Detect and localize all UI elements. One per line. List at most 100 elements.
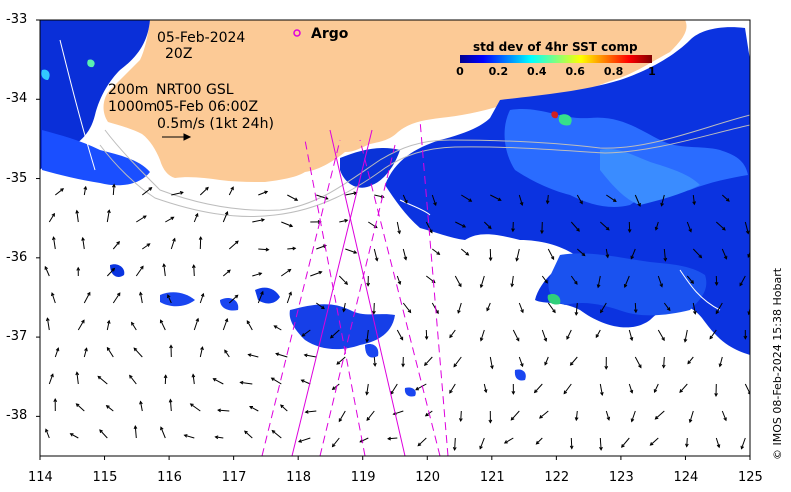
current-arrow-head — [510, 283, 515, 288]
current-arrow — [575, 302, 578, 315]
current-arrow — [449, 383, 456, 394]
x-tick-label: 123 — [608, 470, 634, 485]
current-arrow-head — [60, 188, 65, 192]
current-arrow-head — [465, 252, 470, 256]
current-arrow — [516, 248, 520, 261]
current-arrow — [142, 243, 150, 250]
y-tick-label: -37 — [6, 329, 28, 345]
current-arrow — [715, 302, 723, 314]
current-arrow-head — [479, 284, 484, 289]
current-arrow-head — [544, 279, 548, 284]
current-arrow — [563, 383, 572, 394]
current-arrow-head — [535, 440, 540, 445]
current-arrow — [388, 437, 398, 440]
current-arrow — [461, 194, 472, 202]
current-arrow-head — [163, 374, 168, 379]
current-arrow — [249, 406, 259, 412]
current-arrow-head — [75, 209, 79, 214]
x-tick-label: 125 — [738, 470, 763, 485]
map-hour: 20Z — [165, 46, 193, 62]
current-arrow — [228, 240, 239, 250]
current-arrow-head — [663, 257, 668, 262]
colorbar-tick-label: 0 — [456, 65, 464, 78]
current-arrow — [741, 437, 746, 449]
current-arrow-head — [264, 190, 269, 195]
current-arrow — [280, 404, 288, 412]
current-arrow — [634, 194, 641, 207]
current-arrow — [53, 237, 56, 250]
current-arrow-head — [468, 198, 473, 202]
current-arrow-head — [533, 389, 538, 394]
current-arrow — [193, 265, 195, 277]
current-arrow-head — [747, 392, 750, 395]
current-arrow — [76, 403, 85, 412]
current-arrow — [222, 211, 228, 223]
current-arrow — [97, 376, 108, 385]
current-arrow-head — [205, 186, 209, 191]
current-arrow — [70, 433, 79, 439]
current-arrow-head — [510, 416, 515, 421]
current-arrow-head — [574, 311, 579, 316]
current-arrow — [252, 219, 265, 223]
current-arrow-head — [483, 389, 488, 394]
current-arrow-head — [301, 333, 306, 337]
current-arrow — [402, 302, 411, 313]
current-arrow — [83, 348, 88, 358]
current-arrow — [316, 302, 325, 310]
current-vectors — [44, 183, 758, 452]
current-arrow-head — [280, 404, 284, 409]
current-arrow-head — [550, 256, 555, 261]
current-arrow — [373, 302, 375, 314]
current-arrow-head — [300, 379, 305, 383]
current-arrow-head — [75, 403, 80, 407]
current-arrow-head — [661, 364, 666, 369]
current-arrow-head — [755, 201, 758, 204]
current-arrow — [454, 437, 456, 451]
current-arrow-head — [53, 398, 58, 403]
current-arrow-head — [133, 425, 138, 430]
current-arrow — [83, 186, 87, 196]
sst-stddev-patches — [40, 20, 750, 397]
current-arrow-head — [338, 418, 343, 423]
current-arrow — [518, 356, 524, 367]
current-arrow-head — [318, 270, 323, 275]
current-arrow — [455, 221, 466, 228]
current-arrow-head — [569, 445, 574, 450]
current-arrow — [570, 356, 578, 366]
current-arrow — [246, 320, 253, 331]
current-arrow-head — [159, 319, 164, 324]
current-arrow-head — [452, 446, 457, 452]
colorbar-title: std dev of 4hr SST comp — [473, 40, 638, 54]
current-arrow-head — [579, 200, 583, 205]
current-arrow-head — [191, 373, 196, 378]
current-arrow-head — [372, 362, 377, 367]
current-arrow-head — [515, 337, 520, 342]
current-arrow-head — [654, 226, 659, 231]
current-arrow-head — [745, 230, 750, 235]
current-arrow — [390, 383, 398, 395]
current-arrow-head — [131, 321, 135, 326]
x-tick-label: 124 — [673, 470, 699, 485]
current-arrow — [252, 272, 262, 277]
current-arrow — [628, 383, 633, 393]
current-arrow — [689, 410, 694, 423]
current-arrow-head — [331, 443, 336, 448]
colorbar-gradient — [460, 55, 652, 63]
current-arrow-head — [630, 418, 635, 423]
current-arrow-head — [709, 335, 714, 340]
current-arrow — [453, 356, 462, 367]
current-arrow — [739, 275, 746, 286]
current-arrow-head — [515, 257, 519, 262]
current-arrow — [228, 186, 234, 196]
current-arrow — [304, 354, 317, 358]
current-arrow — [547, 248, 555, 260]
current-arrow-head — [75, 371, 80, 376]
current-arrow-head — [433, 202, 437, 207]
current-arrow-head — [743, 335, 748, 340]
current-arrow — [330, 329, 340, 339]
current-arrow — [134, 426, 137, 439]
current-arrow — [106, 320, 110, 331]
current-arrow — [570, 275, 578, 285]
current-arrow — [332, 383, 340, 390]
current-arrow — [366, 329, 369, 342]
